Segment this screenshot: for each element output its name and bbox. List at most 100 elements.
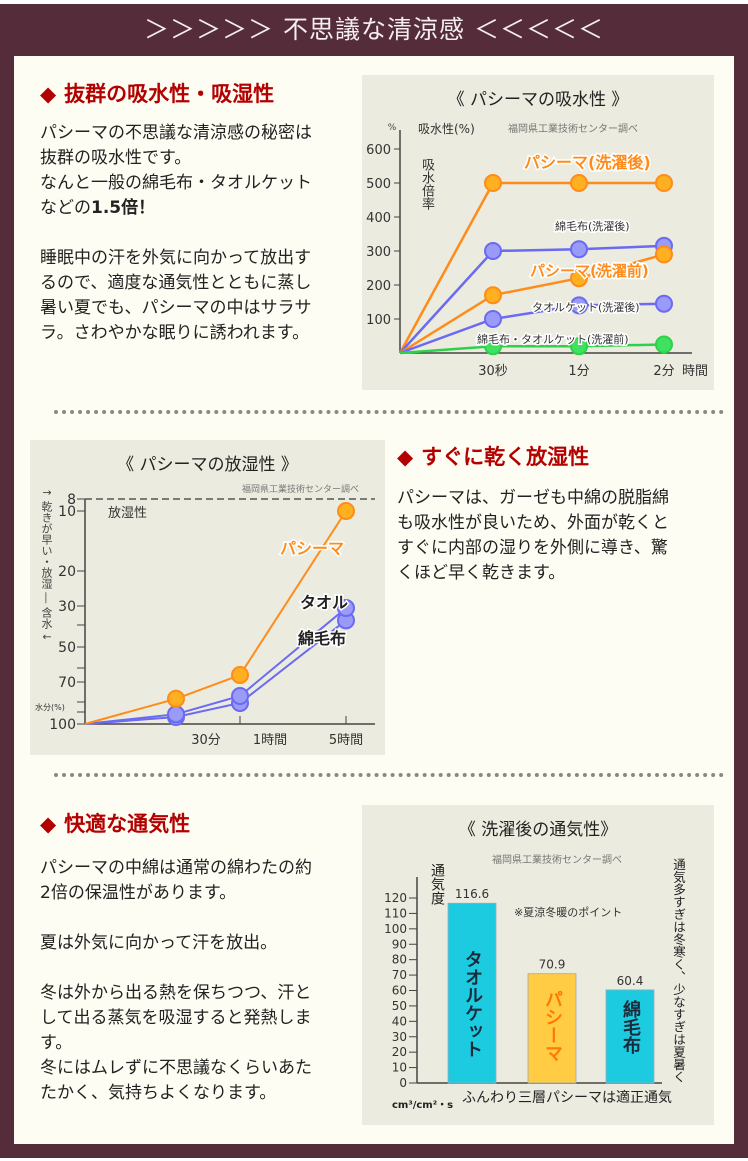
data-point	[655, 335, 673, 354]
bar	[605, 989, 655, 1084]
data-point	[570, 337, 588, 356]
diamond-icon: ◆	[40, 81, 57, 106]
heading-text: すぐに乾く放湿性	[421, 444, 590, 469]
heading-text: 快適な通気性	[64, 811, 191, 836]
data-point	[484, 286, 502, 305]
y-unit: %	[388, 123, 397, 133]
x-tick-label: 30分	[191, 733, 221, 748]
body-line: パシーマの不思議な清涼感の秘密は	[40, 123, 312, 143]
y-axis-label: 通気度	[429, 863, 445, 905]
data-point	[570, 240, 588, 259]
y-tick-label: 110	[384, 906, 407, 920]
y-tick-label: 10	[58, 504, 76, 520]
series-line	[398, 181, 664, 354]
reference-label: 放湿性	[108, 506, 147, 521]
y-tick-label: 40	[392, 1014, 407, 1028]
data-point	[167, 705, 185, 724]
diamond-icon: ◆	[397, 444, 414, 469]
y-tick-label: 500	[366, 177, 391, 192]
data-point	[484, 337, 502, 356]
bar-category-label: タオルケット	[462, 950, 483, 1058]
x-tick-label: 1時間	[253, 733, 287, 748]
body-text: などの	[40, 198, 91, 218]
y-tick-label: 80	[392, 953, 407, 967]
highlight-ratio: 1.5倍！	[91, 198, 156, 218]
series-line	[399, 244, 665, 354]
y-tick-label: 20	[392, 1045, 407, 1059]
y-axis-label-2: 吸水倍率	[419, 158, 434, 210]
diamond-icon: ◆	[40, 811, 57, 836]
y-tick-label: 70	[58, 675, 76, 691]
spacer	[40, 956, 312, 981]
body-line: パシーマは、ガーゼも中綿の脱脂綿	[397, 488, 669, 508]
body-line: 睡眠中の汗を外気に向かって放出す	[40, 248, 312, 268]
y-tick-label: 200	[366, 279, 391, 294]
data-label: 116.6	[455, 887, 489, 901]
body-line: す。	[40, 1033, 73, 1053]
y-axis-side-label: ↑ 乾きが早い・放湿 ― 含水 ↓	[40, 488, 53, 642]
series-line	[399, 343, 665, 355]
y-tick-label: 600	[366, 143, 391, 158]
y-tick-label: 50	[392, 999, 407, 1013]
y-tick-label: 300	[366, 245, 391, 260]
bar	[447, 902, 497, 1084]
y-tick-label: 400	[366, 211, 391, 226]
y-tick-label: 70	[392, 968, 407, 982]
banner-title: ＞＞＞＞＞ 不思議な清涼感 ＜＜＜＜＜	[144, 15, 604, 44]
data-point	[231, 687, 249, 705]
x-tick-label: 5時間	[329, 733, 363, 748]
series-label: パシーマ	[280, 539, 344, 558]
chart-title: 《 パシーマの放湿性 》	[117, 455, 298, 475]
body-line: 夏は外気に向かって汗を放出。	[40, 933, 278, 953]
source-note: 福岡県工業技術センター調べ	[508, 122, 638, 135]
y-tick-label: 20	[58, 564, 76, 580]
y-tick-label: 100	[384, 922, 407, 936]
body-line: 2倍の保温性があります。	[40, 883, 237, 903]
spacer	[40, 906, 312, 931]
body-line: くほど早く乾きます。	[397, 563, 566, 583]
side-note: 通気多すぎは冬寒く、少なすぎは夏暑く	[671, 858, 686, 1083]
series-line	[84, 607, 347, 725]
data-point	[484, 174, 502, 192]
section-heading-absorbency: ◆ 抜群の吸水性・吸湿性	[40, 78, 274, 108]
section-heading-drying: ◆ すぐに乾く放湿性	[397, 441, 589, 471]
drying-chart: 放湿性 福岡県工業技術センター調べ 810 20 30 50 70 100 水分(%) 30分 1時…	[35, 483, 375, 748]
content-area: ◆ 抜群の吸水性・吸湿性 パシーマの不思議な清涼感の秘密は 抜群の吸水性です。 な…	[14, 56, 734, 1144]
body-line: るので、適度な通気性とともに蒸し	[40, 273, 312, 293]
divider	[54, 773, 724, 777]
series-label: 綿毛布	[298, 629, 346, 648]
y-tick-label: 8	[67, 492, 76, 508]
breathability-chart-panel: 《 洗濯後の通気性》 0 10 20 30 40 50 60 70 80 90 100 110 120 c…	[362, 805, 714, 1125]
bar	[527, 973, 577, 1084]
data-point	[570, 269, 588, 288]
series-label: パシーマ(洗濯後)	[524, 153, 651, 172]
series-label: 綿毛布(洗濯後)	[555, 219, 630, 233]
body-line: などの1.5倍！	[40, 196, 312, 221]
body-line: 冬にはムレずに不思議なくらいあた	[40, 1058, 312, 1078]
body-line: パシーマの中綿は通常の綿わたの約	[40, 858, 312, 878]
absorbency-chart: 100 200 300 400 500 600% 吸水性(%) 福岡県工業技術センター調べ 30…	[366, 122, 708, 379]
source-note: 福岡県工業技術センター調べ	[492, 853, 622, 866]
section-body-breathability: パシーマの中綿は通常の綿わたの約 2倍の保温性があります。 夏は外気に向かって汗…	[40, 856, 312, 1106]
y-tick-label: 90	[392, 937, 407, 951]
x-tick-label: 1分	[568, 364, 589, 379]
body-line: 暑い夏でも、パシーマの中はサラサ	[40, 298, 312, 318]
y-tick-label: 60	[392, 984, 407, 998]
data-point	[570, 296, 588, 315]
divider	[54, 410, 724, 414]
y-unit: cm³/cm²・s	[392, 1100, 453, 1111]
series-line	[399, 253, 665, 355]
y-tick-label: 100	[366, 313, 391, 328]
y-tick-label: 100	[49, 717, 76, 733]
series-label: パシーマ(洗濯前)	[530, 262, 649, 280]
chart-title: 《 洗濯後の通気性》	[458, 820, 618, 840]
heading-text: 抜群の吸水性・吸湿性	[64, 81, 275, 106]
data-point	[655, 294, 673, 313]
bar-category-label: 綿毛布	[620, 1000, 641, 1054]
data-point	[337, 599, 355, 618]
y-tick-label: 30	[58, 599, 76, 615]
series-line	[399, 302, 665, 355]
x-tick-label: 2分	[653, 364, 674, 379]
body-line: なんと一般の綿毛布・タオルケット	[40, 173, 312, 193]
y-tick-label: 120	[384, 891, 407, 905]
